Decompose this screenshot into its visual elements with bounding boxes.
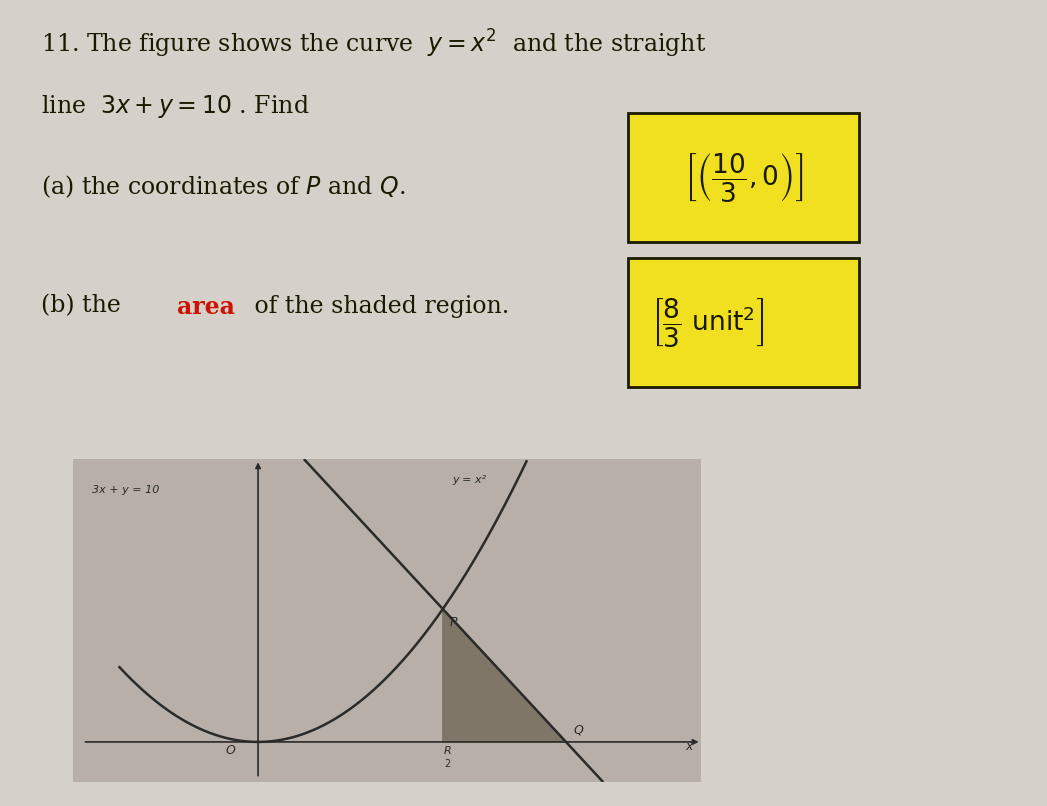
Text: P: P xyxy=(449,616,456,629)
Text: (a) the coordinates of $P$ and $Q$.: (a) the coordinates of $P$ and $Q$. xyxy=(41,173,405,200)
Text: line  $3x + y = 10$ . Find: line $3x + y = 10$ . Find xyxy=(41,93,310,120)
Text: R: R xyxy=(444,746,451,755)
Polygon shape xyxy=(443,609,566,742)
Text: 2: 2 xyxy=(444,759,450,769)
Text: area: area xyxy=(177,294,235,318)
FancyBboxPatch shape xyxy=(628,258,859,387)
FancyBboxPatch shape xyxy=(628,113,859,242)
Text: x: x xyxy=(685,740,692,754)
Text: $\left[\dfrac{8}{3}\ \mathrm{unit}^2\right]$: $\left[\dfrac{8}{3}\ \mathrm{unit}^2\rig… xyxy=(651,296,764,349)
Text: O: O xyxy=(225,744,235,757)
Text: of the shaded region.: of the shaded region. xyxy=(247,294,510,318)
Text: (b) the: (b) the xyxy=(41,294,129,318)
Text: Q: Q xyxy=(574,724,583,737)
Text: 11. The figure shows the curve  $y = x^2$  and the straight: 11. The figure shows the curve $y = x^2$… xyxy=(41,28,707,60)
Text: 3x + y = 10: 3x + y = 10 xyxy=(92,484,159,495)
Text: $\left[\left(\dfrac{10}{3},0\right)\right]$: $\left[\left(\dfrac{10}{3},0\right)\righ… xyxy=(684,151,803,204)
Text: y = x²: y = x² xyxy=(452,475,486,484)
